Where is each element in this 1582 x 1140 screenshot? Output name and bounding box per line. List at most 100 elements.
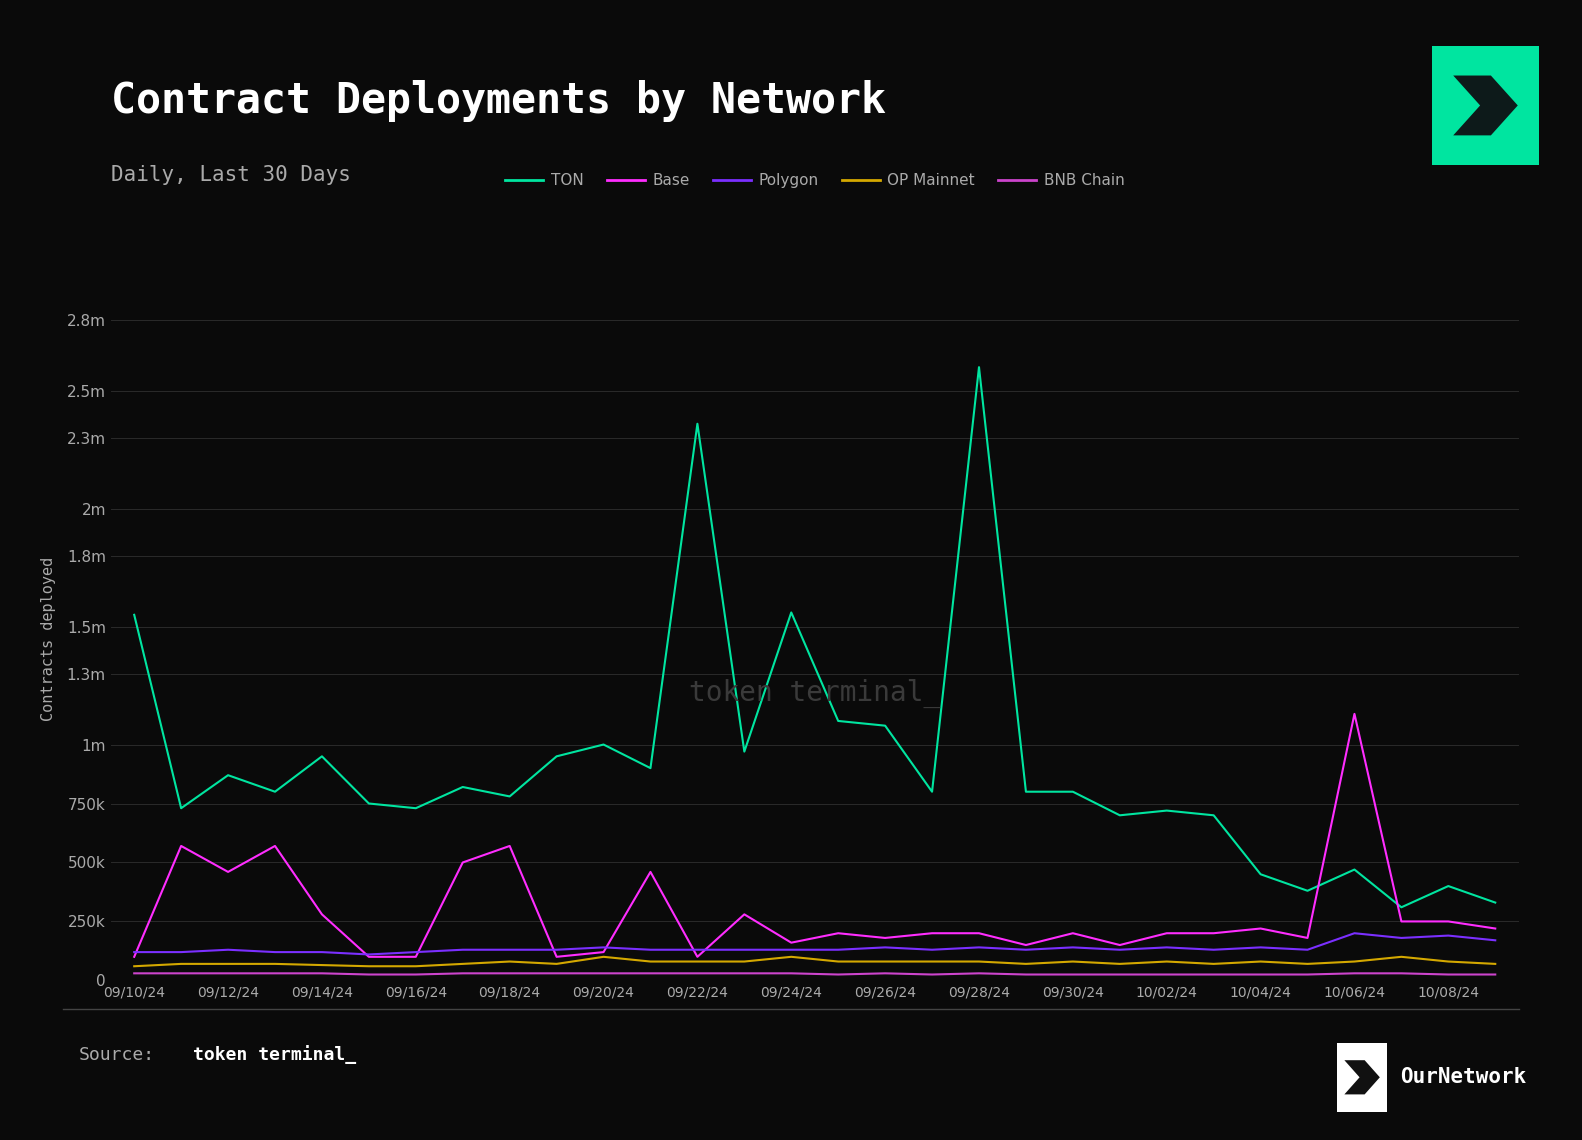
BNB Chain [876, 967, 895, 980]
BNB Chain [1392, 967, 1411, 980]
Base [1299, 931, 1318, 945]
OP Mainnet [547, 958, 566, 971]
BNB Chain [641, 967, 660, 980]
TON [454, 780, 473, 793]
Polygon [1158, 940, 1177, 954]
Base [1251, 921, 1270, 935]
Base [782, 936, 800, 950]
Polygon [1204, 943, 1223, 956]
Line: OP Mainnet: OP Mainnet [134, 956, 1495, 967]
Base [876, 931, 895, 945]
Polygon [688, 943, 707, 956]
BNB Chain [1345, 967, 1364, 980]
BNB Chain [1485, 968, 1504, 982]
Base [172, 839, 191, 853]
BNB Chain [922, 968, 941, 982]
Text: token terminal_: token terminal_ [193, 1045, 356, 1064]
OP Mainnet [407, 960, 426, 974]
OP Mainnet [454, 958, 473, 971]
BNB Chain [1111, 968, 1130, 982]
Base [1345, 707, 1364, 720]
Text: Source:: Source: [79, 1045, 155, 1064]
TON [125, 608, 144, 621]
Polygon [547, 943, 566, 956]
TON [829, 714, 848, 727]
Polygon [407, 945, 426, 959]
TON [922, 784, 941, 798]
Polygon [1485, 934, 1504, 947]
OP Mainnet [266, 958, 285, 971]
BNB Chain [970, 967, 989, 980]
Polygon [1017, 943, 1036, 956]
BNB Chain [218, 967, 237, 980]
Polygon [829, 943, 848, 956]
Polygon [782, 943, 800, 956]
BNB Chain [547, 967, 566, 980]
Polygon [172, 945, 191, 959]
BNB Chain [1063, 968, 1082, 982]
OP Mainnet [1440, 954, 1459, 968]
TON [595, 738, 614, 751]
OP Mainnet [734, 954, 755, 968]
Base [125, 950, 144, 963]
Base [1063, 927, 1082, 940]
Polygon [1063, 940, 1082, 954]
TON [734, 744, 755, 758]
BNB Chain [172, 967, 191, 980]
Polygon [595, 940, 614, 954]
Base [1111, 938, 1130, 952]
BNB Chain [782, 967, 800, 980]
OP Mainnet [595, 950, 614, 963]
Polygon [734, 943, 755, 956]
Base [1485, 921, 1504, 935]
Text: OurNetwork: OurNetwork [1400, 1067, 1527, 1088]
OP Mainnet [1485, 958, 1504, 971]
TON [266, 784, 285, 798]
Polygon [970, 940, 989, 954]
OP Mainnet [313, 959, 332, 972]
Base [1017, 938, 1036, 952]
Base [829, 927, 848, 940]
Polygon [1392, 931, 1411, 945]
TON [172, 801, 191, 815]
OP Mainnet [970, 954, 989, 968]
Line: Base: Base [134, 714, 1495, 956]
BNB Chain [688, 967, 707, 980]
Polygon [1440, 929, 1459, 943]
Base [688, 950, 707, 963]
Base [970, 927, 989, 940]
Text: token terminal_: token terminal_ [690, 678, 940, 708]
TON [313, 749, 332, 763]
TON [782, 605, 800, 619]
OP Mainnet [1158, 954, 1177, 968]
Base [547, 950, 566, 963]
Base [922, 927, 941, 940]
BNB Chain [407, 968, 426, 982]
OP Mainnet [1111, 958, 1130, 971]
BNB Chain [1299, 968, 1318, 982]
BNB Chain [359, 968, 378, 982]
Legend: TON, Base, Polygon, OP Mainnet, BNB Chain: TON, Base, Polygon, OP Mainnet, BNB Chai… [498, 168, 1131, 195]
OP Mainnet [359, 960, 378, 974]
TON [218, 768, 237, 782]
TON [500, 790, 519, 804]
OP Mainnet [218, 958, 237, 971]
OP Mainnet [172, 958, 191, 971]
TON [970, 360, 989, 374]
OP Mainnet [782, 950, 800, 963]
BNB Chain [1158, 968, 1177, 982]
Polygon [1345, 927, 1364, 940]
TON [641, 762, 660, 775]
TON [547, 749, 566, 763]
OP Mainnet [1345, 954, 1364, 968]
TON [1063, 784, 1082, 798]
OP Mainnet [1299, 958, 1318, 971]
Base [1204, 927, 1223, 940]
TON [1204, 808, 1223, 822]
BNB Chain [266, 967, 285, 980]
Line: TON: TON [134, 367, 1495, 907]
TON [1017, 784, 1036, 798]
Polygon [313, 945, 332, 959]
OP Mainnet [1392, 950, 1411, 963]
Polygon [1111, 943, 1130, 956]
